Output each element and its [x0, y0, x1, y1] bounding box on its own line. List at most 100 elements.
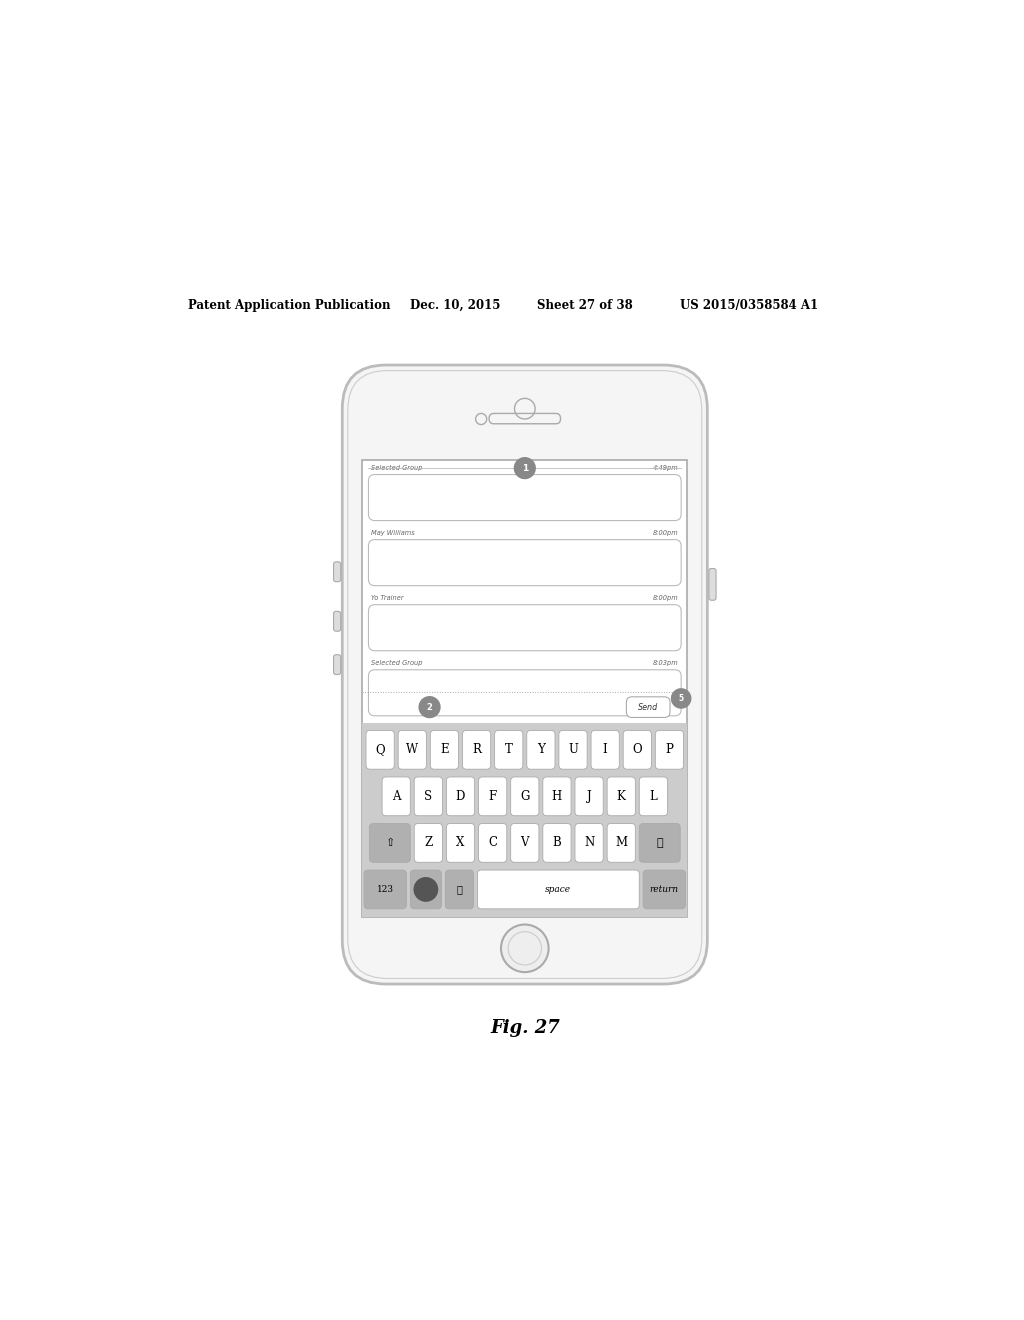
FancyBboxPatch shape	[415, 777, 442, 816]
Text: N: N	[584, 837, 594, 849]
FancyBboxPatch shape	[430, 730, 459, 770]
Text: space: space	[546, 884, 571, 894]
FancyBboxPatch shape	[369, 669, 681, 715]
Text: So predictable: So predictable	[377, 693, 434, 702]
Text: X: X	[457, 837, 465, 849]
Text: M: M	[615, 837, 628, 849]
FancyBboxPatch shape	[655, 730, 684, 770]
Text: Live long and prosper: Live long and prosper	[377, 498, 464, 507]
Text: Selected Group: Selected Group	[371, 465, 422, 471]
FancyBboxPatch shape	[574, 824, 603, 862]
Text: G: G	[520, 789, 529, 803]
Circle shape	[501, 924, 549, 972]
Circle shape	[419, 696, 440, 718]
FancyBboxPatch shape	[643, 870, 685, 909]
FancyBboxPatch shape	[446, 777, 475, 816]
FancyBboxPatch shape	[365, 870, 407, 909]
Text: S: S	[424, 789, 432, 803]
Text: A: A	[392, 789, 400, 803]
Text: 8:00pm: 8:00pm	[653, 531, 679, 536]
FancyBboxPatch shape	[366, 730, 394, 770]
Text: E: E	[440, 743, 449, 756]
FancyBboxPatch shape	[369, 475, 681, 520]
FancyBboxPatch shape	[382, 777, 411, 816]
Text: 1: 1	[521, 463, 528, 473]
Text: 123: 123	[377, 884, 394, 894]
FancyBboxPatch shape	[627, 697, 670, 718]
Text: Sheet 27 of 38: Sheet 27 of 38	[537, 300, 633, 312]
Text: Selected Group: Selected Group	[371, 660, 422, 667]
Text: 5: 5	[679, 694, 684, 704]
Text: Message: Message	[372, 702, 423, 711]
Circle shape	[414, 876, 438, 902]
Text: T: T	[505, 743, 513, 756]
Text: R: R	[472, 743, 481, 756]
FancyBboxPatch shape	[709, 569, 716, 601]
Text: Patent Application Publication: Patent Application Publication	[187, 300, 390, 312]
Text: U: U	[568, 743, 578, 756]
FancyBboxPatch shape	[463, 730, 490, 770]
FancyBboxPatch shape	[559, 730, 587, 770]
Text: Q: Q	[376, 743, 385, 756]
Text: O: O	[633, 743, 642, 756]
FancyBboxPatch shape	[543, 777, 571, 816]
FancyBboxPatch shape	[445, 870, 473, 909]
Text: K: K	[616, 789, 626, 803]
FancyBboxPatch shape	[342, 366, 708, 983]
Text: 4:49pm: 4:49pm	[653, 465, 679, 471]
FancyBboxPatch shape	[495, 730, 523, 770]
Text: ⍖: ⍖	[457, 884, 463, 894]
Text: Y: Y	[537, 743, 545, 756]
FancyBboxPatch shape	[477, 870, 639, 909]
Text: US 2015/0358584 A1: US 2015/0358584 A1	[680, 300, 818, 312]
FancyBboxPatch shape	[415, 824, 442, 862]
FancyBboxPatch shape	[362, 722, 687, 916]
Text: ⇧: ⇧	[385, 838, 394, 847]
FancyBboxPatch shape	[511, 777, 539, 816]
Text: Z: Z	[424, 837, 432, 849]
Text: Dec. 10, 2015: Dec. 10, 2015	[410, 300, 500, 312]
FancyBboxPatch shape	[624, 730, 651, 770]
FancyBboxPatch shape	[574, 777, 603, 816]
FancyBboxPatch shape	[446, 824, 475, 862]
FancyBboxPatch shape	[607, 777, 635, 816]
FancyBboxPatch shape	[543, 824, 571, 862]
Text: I: I	[603, 743, 607, 756]
Text: W: W	[407, 743, 419, 756]
Text: V: V	[520, 837, 529, 849]
Text: L: L	[649, 789, 657, 803]
Circle shape	[514, 457, 536, 479]
Text: Fig. 27: Fig. 27	[489, 1019, 560, 1036]
FancyBboxPatch shape	[369, 605, 681, 651]
Text: C: C	[488, 837, 498, 849]
Circle shape	[671, 688, 691, 709]
FancyBboxPatch shape	[526, 730, 555, 770]
Text: H: H	[552, 789, 562, 803]
Text: And also with you: And also with you	[377, 628, 447, 636]
FancyBboxPatch shape	[607, 824, 635, 862]
Text: return: return	[650, 884, 679, 894]
Text: P: P	[666, 743, 674, 756]
Text: 2: 2	[427, 702, 432, 711]
FancyBboxPatch shape	[639, 824, 680, 862]
FancyBboxPatch shape	[478, 777, 507, 816]
Text: 8:00pm: 8:00pm	[653, 595, 679, 602]
FancyBboxPatch shape	[478, 824, 507, 862]
FancyBboxPatch shape	[334, 611, 341, 631]
FancyBboxPatch shape	[362, 461, 687, 916]
Text: May the force be with you: May the force be with you	[377, 562, 480, 572]
Text: F: F	[488, 789, 497, 803]
Text: B: B	[553, 837, 561, 849]
Text: D: D	[456, 789, 465, 803]
FancyBboxPatch shape	[591, 730, 620, 770]
FancyBboxPatch shape	[639, 777, 668, 816]
Text: May Williams: May Williams	[371, 531, 415, 536]
Text: Yo Trainer: Yo Trainer	[371, 595, 403, 602]
FancyBboxPatch shape	[411, 870, 441, 909]
FancyBboxPatch shape	[369, 540, 681, 586]
FancyBboxPatch shape	[370, 824, 411, 862]
FancyBboxPatch shape	[334, 562, 341, 582]
FancyBboxPatch shape	[511, 824, 539, 862]
Text: 8:03pm: 8:03pm	[653, 660, 679, 667]
Text: Send: Send	[638, 702, 658, 711]
